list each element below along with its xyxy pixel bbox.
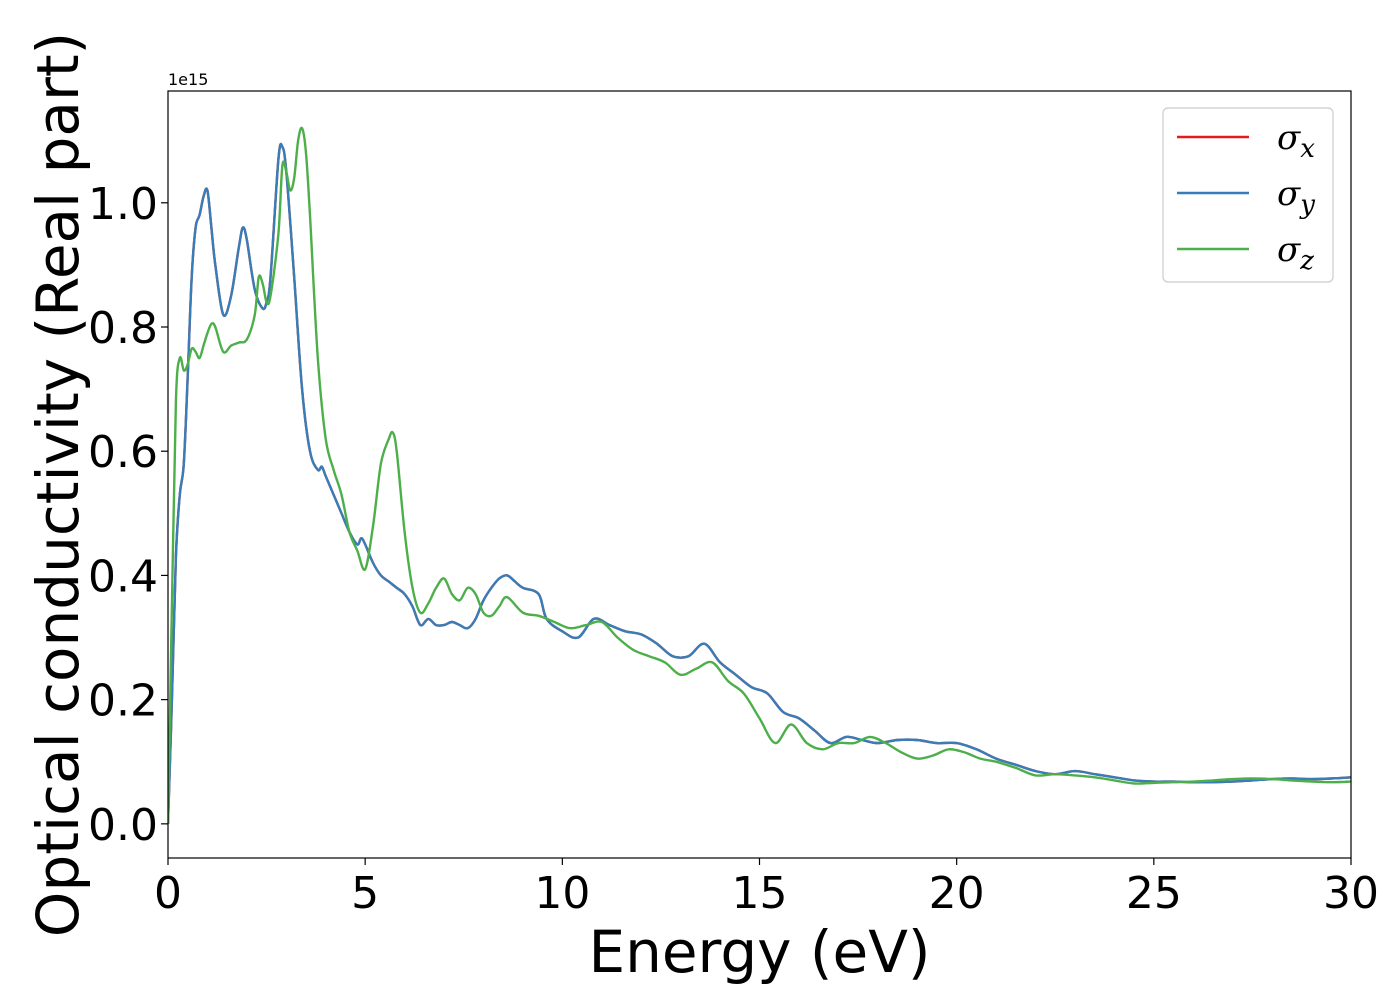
x-tick-label: 25 bbox=[1126, 868, 1182, 919]
y-axis-ticks: 0.0 0.2 0.4 0.6 0.8 1.0 bbox=[88, 179, 168, 851]
y-tick-label: 0.4 bbox=[88, 551, 158, 602]
series-line-y bbox=[168, 142, 1351, 824]
legend-label-x: σx bbox=[1277, 118, 1315, 164]
y-tick-label: 0.6 bbox=[88, 427, 158, 478]
y-axis-title: Optical conductivity (Real part) bbox=[24, 32, 92, 937]
x-tick-label: 30 bbox=[1323, 868, 1379, 919]
x-tick-label: 20 bbox=[929, 868, 985, 919]
x-tick-label: 0 bbox=[154, 868, 182, 919]
legend-label-z: σz bbox=[1277, 230, 1314, 276]
y-tick-label: 0.8 bbox=[88, 303, 158, 354]
y-offset-label: 1e15 bbox=[168, 70, 208, 89]
x-tick-label: 15 bbox=[732, 868, 788, 919]
legend-box bbox=[1162, 107, 1334, 283]
legend: σx σy σz bbox=[1162, 107, 1334, 283]
x-axis-ticks: 0 5 10 15 20 25 30 bbox=[154, 858, 1379, 919]
y-tick-label: 0.0 bbox=[88, 800, 158, 851]
x-axis-title: Energy (eV) bbox=[588, 918, 930, 986]
y-tick-label: 0.2 bbox=[88, 676, 158, 727]
series-layer bbox=[168, 126, 1351, 824]
legend-label-y: σy bbox=[1277, 174, 1315, 220]
y-tick-label: 1.0 bbox=[88, 179, 158, 230]
x-tick-label: 10 bbox=[534, 868, 590, 919]
series-line-z bbox=[168, 126, 1351, 824]
x-tick-label: 5 bbox=[351, 868, 379, 919]
